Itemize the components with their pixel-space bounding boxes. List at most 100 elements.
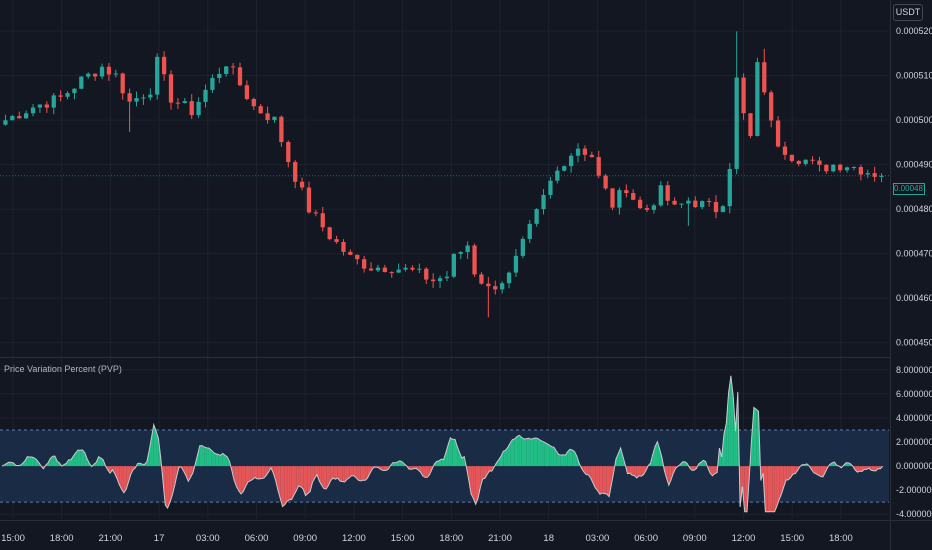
- pvp-area-segment: [452, 439, 455, 467]
- pvp-area-segment: [98, 456, 101, 467]
- pvp-area-segment: [257, 466, 260, 479]
- candle-body: [92, 73, 98, 77]
- time-tick-label: 18:00: [829, 533, 853, 544]
- pvp-area-segment: [8, 462, 12, 467]
- candle-body: [375, 267, 381, 271]
- pvp-area-segment: [724, 423, 727, 467]
- pvp-area-segment: [197, 445, 200, 467]
- candle-body: [479, 274, 484, 284]
- candle-body: [3, 120, 8, 125]
- pvp-area-segment: [477, 466, 481, 499]
- pvp-area-segment: [291, 466, 295, 500]
- candle-body: [672, 200, 677, 205]
- pvp-area-segment: [602, 466, 605, 494]
- pvp-area-segment: [36, 459, 39, 467]
- pvp-area-segment: [27, 456, 30, 467]
- candle-body: [175, 102, 181, 104]
- pvp-area-segment: [712, 466, 715, 476]
- candle-body: [44, 104, 49, 108]
- pvp-area-segment: [659, 449, 662, 467]
- candle-body: [10, 116, 15, 121]
- pvp-area-segment: [344, 466, 347, 483]
- time-axis[interactable]: 15:00 18:00 21:00 17 03:00 06:00 09:00 12:00 15:…: [1, 533, 853, 544]
- pvp-area-segment: [655, 441, 658, 467]
- candle-body: [30, 107, 36, 114]
- pvp-area-segment: [537, 438, 541, 467]
- pvp-area-segment: [556, 450, 559, 467]
- candle-body: [872, 173, 877, 177]
- candle-body: [651, 205, 657, 210]
- pvp-area-segment: [305, 466, 308, 496]
- pvp-area-segment: [514, 436, 518, 467]
- pvp-area-segment: [682, 461, 685, 467]
- pvp-area-segment: [553, 447, 557, 467]
- candle-body: [293, 162, 298, 182]
- pvp-area-segment: [549, 445, 552, 467]
- pvp-area-segment: [367, 466, 370, 478]
- pvp-area-segment: [50, 456, 53, 467]
- candle-body: [865, 173, 870, 175]
- pvp-area-segment: [84, 452, 88, 467]
- pvp-area-segment: [326, 466, 329, 490]
- pvp-area-segment: [788, 466, 791, 480]
- pvp-area-segment: [169, 466, 173, 503]
- candle-body: [527, 223, 532, 239]
- candle-body: [424, 268, 429, 280]
- pvp-area-segment: [363, 466, 366, 481]
- pvp-area-segment: [597, 466, 600, 495]
- candle-body: [134, 98, 139, 102]
- pvp-area-segment: [185, 466, 189, 482]
- pvp-area-segment: [510, 439, 513, 467]
- candle-body: [603, 175, 608, 189]
- candle-body: [803, 159, 808, 164]
- time-tick-label: 09:00: [293, 533, 317, 544]
- pvp-area-segment: [629, 466, 633, 476]
- pvp-area-segment: [252, 466, 255, 480]
- candle-body: [182, 101, 187, 104]
- pvp-area-segment: [620, 447, 623, 467]
- candlestick-series: [0, 31, 889, 318]
- pvp-area-segment: [864, 466, 867, 470]
- candle-body: [79, 76, 84, 89]
- candle-body: [431, 279, 436, 282]
- time-tick-label: 09:00: [683, 533, 707, 544]
- last-price-tag: 0.0004875: [893, 183, 925, 195]
- candle-body: [658, 185, 663, 206]
- pvp-area-segment: [604, 466, 607, 494]
- candle-body: [499, 283, 505, 290]
- pvp-area-segment: [595, 466, 598, 491]
- pvp-area-segment: [183, 466, 186, 476]
- candle-body: [382, 267, 388, 273]
- time-tick-label: 18:00: [439, 533, 463, 544]
- pvp-area-segment: [425, 466, 428, 478]
- candle-body: [769, 92, 774, 121]
- pvp-area-segment: [523, 438, 527, 467]
- pvp-area-segment: [340, 466, 343, 482]
- pvp-area-segment: [218, 454, 221, 467]
- pvp-area-segment: [310, 466, 313, 492]
- pvp-area-segment: [241, 466, 244, 494]
- currency-button[interactable]: USDT: [893, 4, 923, 21]
- candle-body: [637, 199, 643, 209]
- pvp-area-segment: [822, 466, 826, 477]
- pvp-area-segment: [422, 466, 426, 478]
- candle-body: [465, 245, 470, 253]
- pvp-area-segment: [586, 466, 589, 475]
- pvp-area-segment: [202, 445, 205, 467]
- indicator-title[interactable]: Price Variation Percent (PVP): [4, 364, 122, 374]
- time-tick-label: 12:00: [732, 533, 756, 544]
- candle-body: [879, 175, 884, 177]
- pvp-area-segment: [487, 466, 490, 475]
- candle-body: [727, 168, 732, 207]
- pvp-area-segment: [358, 466, 361, 481]
- candle-body: [265, 113, 270, 121]
- pvp-area-segment: [353, 466, 357, 478]
- pvp-area-segment: [498, 456, 501, 467]
- pvp-area-segment: [820, 466, 823, 477]
- candle-body: [520, 238, 525, 256]
